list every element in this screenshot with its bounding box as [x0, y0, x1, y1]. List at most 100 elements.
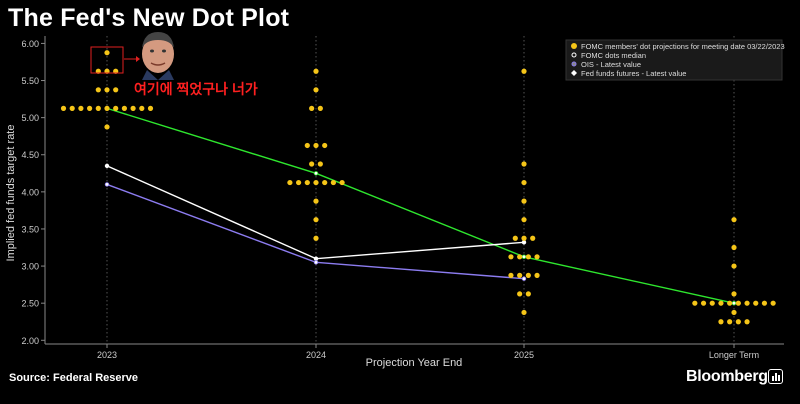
dot-projection	[735, 319, 741, 325]
y-axis: 2.00 2.50 3.00 3.50 4.00 4.50 5.00 5.50 6.00	[21, 36, 46, 346]
dot-projection	[700, 300, 707, 306]
series-point	[313, 260, 319, 265]
dot-projection	[731, 291, 737, 297]
dot-projection	[709, 300, 715, 306]
dot-projection	[304, 179, 310, 186]
dot-projection	[744, 319, 750, 325]
dot-projection	[731, 217, 737, 223]
dot-projection	[104, 50, 110, 56]
dot-projection	[309, 161, 315, 167]
dot-projection	[104, 87, 110, 93]
series-point	[313, 256, 319, 261]
legend-label: FOMC dots median	[581, 51, 646, 60]
brand-logo: Bloomberg	[686, 368, 768, 385]
series-point	[521, 254, 527, 259]
annotation-text: 여기에 찍었구나 너가	[134, 81, 258, 97]
dot-projection	[517, 272, 523, 278]
dot-projection	[692, 300, 698, 306]
dot-projection	[87, 105, 93, 111]
dot-projection	[78, 105, 84, 111]
dot-projection	[731, 263, 737, 269]
bar-chart-icon	[768, 369, 783, 384]
dot-projection	[330, 179, 336, 186]
y-tick-label: 4.50	[21, 150, 39, 160]
dot-projection	[322, 142, 328, 149]
dot-projection	[296, 179, 302, 186]
dot-projection	[525, 254, 531, 260]
dot-projection	[147, 105, 154, 111]
dot-projection	[121, 105, 127, 111]
dot-projection	[113, 105, 119, 111]
dot-projection	[718, 319, 724, 325]
dot-projection	[313, 87, 319, 93]
dot-projection	[322, 179, 328, 186]
dot-projection	[534, 254, 540, 260]
dot-projection	[521, 235, 527, 241]
legend-label: FOMC members' dot projections for meetin…	[581, 42, 785, 51]
dot-projection	[95, 105, 101, 111]
dot-projection	[770, 300, 776, 306]
dot-projection	[525, 291, 531, 297]
dot-projection	[718, 300, 724, 306]
dot-projection	[521, 198, 527, 204]
dot-projection	[731, 244, 737, 251]
dot-projection	[731, 309, 737, 316]
dot-projection	[317, 161, 323, 167]
dot-projection	[113, 87, 119, 93]
x-tick-label: Longer Term	[709, 350, 759, 360]
dot-projection	[317, 105, 323, 111]
dot-projection	[287, 179, 293, 186]
dot-projection	[534, 272, 540, 278]
dot-projection	[309, 105, 315, 111]
series-point	[521, 240, 527, 245]
legend-futures-icon	[571, 70, 577, 76]
legend-dot-icon	[571, 43, 577, 49]
x-tick-label: 2023	[97, 350, 117, 360]
dot-projection	[130, 105, 136, 111]
y-tick-label: 4.00	[21, 187, 39, 197]
legend-label: OIS - Latest value	[581, 60, 641, 69]
dot-projection	[139, 105, 145, 111]
dot-projection	[313, 142, 319, 149]
dot-projection	[313, 217, 319, 223]
dot-projection	[735, 300, 741, 306]
dot-projection	[521, 309, 527, 316]
dot-projection	[727, 300, 733, 306]
legend-label: Fed funds futures - Latest value	[581, 69, 686, 78]
arrow-head-icon	[136, 56, 140, 62]
series-point	[104, 182, 110, 187]
x-tick-label: 2024	[306, 350, 326, 360]
y-tick-label: 2.50	[21, 299, 39, 309]
dot-projection	[727, 319, 733, 325]
x-axis-label: Projection Year End	[366, 357, 463, 369]
dot-projection	[521, 179, 527, 186]
series-point	[731, 300, 737, 306]
legend-ois-icon	[571, 61, 577, 67]
dot-projection	[744, 300, 750, 306]
dot-projection	[304, 142, 310, 149]
dot-projection	[69, 105, 75, 111]
median-trend-line	[106, 107, 735, 304]
dot-projection	[313, 235, 319, 241]
page-title: The Fed's New Dot Plot	[8, 4, 290, 32]
dot-projection	[521, 68, 527, 74]
series-point	[104, 163, 110, 169]
dot-projection	[60, 105, 67, 111]
source-note: Source: Federal Reserve	[9, 372, 139, 384]
y-tick-label: 3.00	[21, 262, 39, 272]
x-tick-label: 2025	[514, 350, 534, 360]
series-point	[313, 171, 319, 176]
dot-projection	[95, 87, 101, 93]
dot-projection	[525, 272, 531, 278]
dot-projection	[521, 161, 527, 167]
dot-projection	[521, 217, 527, 223]
dot-projection	[313, 179, 319, 186]
dot-projection	[517, 254, 523, 260]
dot-projection	[313, 198, 319, 204]
annotation: 여기에 찍었구나 너가	[90, 32, 258, 97]
dot-projection	[530, 235, 536, 241]
dot-projection	[339, 179, 345, 186]
y-tick-label: 5.50	[21, 76, 39, 86]
dot-projection	[753, 300, 759, 306]
